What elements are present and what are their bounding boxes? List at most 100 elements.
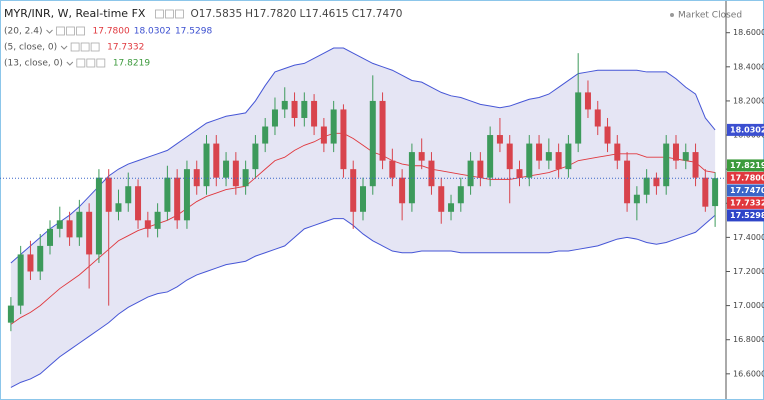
legend-text: MYR/INR, W, Real-time FX <box>4 7 146 20</box>
candle-body <box>408 152 415 204</box>
candle-body <box>213 143 220 178</box>
legend-text: (13, close, 0) <box>4 59 63 69</box>
candle-body <box>242 169 249 187</box>
legend-icon[interactable] <box>76 58 86 68</box>
candle-body <box>154 211 161 229</box>
legend-text: 17.5298 <box>175 27 212 37</box>
legend-icon[interactable] <box>96 58 106 68</box>
candle-body <box>330 109 337 144</box>
plot-area <box>0 47 726 388</box>
candle-body <box>252 143 259 170</box>
candle-body <box>144 220 151 229</box>
candle-body <box>223 160 230 178</box>
candle-body <box>526 143 533 178</box>
legend-text: 18.0302 <box>134 27 171 37</box>
candle-body <box>702 177 709 207</box>
candle-body <box>448 203 455 212</box>
candle-body <box>340 109 347 170</box>
price-badge-label: 17.7332 <box>730 198 764 207</box>
candle-body <box>66 220 73 238</box>
candle-body <box>418 152 425 161</box>
candle-body <box>76 211 83 238</box>
y-tick-label: 17.0000 <box>733 301 764 310</box>
candle-body <box>291 100 298 118</box>
y-tick-label: 18.2000 <box>733 96 764 105</box>
candle-body <box>311 100 318 127</box>
price-badge <box>727 209 764 222</box>
legend-text: 17.7332 <box>107 43 144 53</box>
candle-body <box>712 178 719 207</box>
legend-icon[interactable] <box>155 9 164 19</box>
candle-body <box>183 169 190 221</box>
candle-body <box>369 100 376 187</box>
candle-body <box>594 109 601 127</box>
candle-body <box>105 177 112 212</box>
candle-body <box>457 186 464 204</box>
candle-body <box>516 169 523 178</box>
candle-body <box>653 177 660 187</box>
price-badge-label: 18.0302 <box>730 125 764 134</box>
legend-text: O17.5835 <box>190 8 242 20</box>
legend-icon[interactable] <box>80 42 90 52</box>
candle-body <box>271 109 278 127</box>
y-tick-label: 18.4000 <box>733 62 764 71</box>
legend-icon[interactable] <box>56 26 65 36</box>
legend-icon[interactable] <box>175 9 184 19</box>
basis-line <box>10 132 716 325</box>
candle-body <box>115 203 122 212</box>
candle-body <box>95 177 102 255</box>
legend-icon[interactable] <box>86 58 96 68</box>
price-badge-label: 17.7800 <box>730 173 764 182</box>
candle-body <box>125 186 132 204</box>
candle-body <box>477 160 484 178</box>
price-badge <box>727 184 764 197</box>
candle-body <box>536 143 543 161</box>
legend-text: L17.4615 <box>299 8 348 20</box>
legend-icon[interactable] <box>90 42 100 52</box>
legend-icon[interactable] <box>76 26 85 36</box>
candle-body <box>496 135 503 144</box>
price-badge <box>727 171 764 184</box>
price-badge-label: 17.7470 <box>730 186 764 195</box>
dropdown-arrow[interactable] <box>60 45 68 50</box>
price-badge-label: 17.5298 <box>730 211 764 220</box>
candle-body <box>86 211 93 255</box>
candle-body <box>281 100 288 110</box>
legend-text: H17.7820 <box>245 8 296 20</box>
price-badge <box>727 159 764 172</box>
legend-text: 17.7800 <box>93 27 130 37</box>
candle-body <box>692 152 699 178</box>
candle-body <box>232 160 239 187</box>
candle-body <box>584 92 591 110</box>
legend-icon[interactable] <box>165 9 174 19</box>
candle-body <box>360 186 366 212</box>
candle-body <box>614 143 621 161</box>
y-tick-label: 18.6000 <box>733 28 764 37</box>
dropdown-arrow[interactable] <box>66 61 74 66</box>
candle-body <box>555 152 562 170</box>
candle-body <box>350 169 357 212</box>
status-dot <box>670 13 674 17</box>
candle-body <box>663 143 670 187</box>
candle-body <box>633 194 640 204</box>
dropdown-arrow[interactable] <box>46 29 53 34</box>
market-status: Market Closed <box>678 11 742 21</box>
legend-icon[interactable] <box>66 26 75 36</box>
candle-body <box>164 177 171 212</box>
candle-body <box>643 177 650 195</box>
legend-header: MYR/INR, W, Real-time FX O17.5835 H17.7820… <box>4 7 403 69</box>
candle-body <box>565 143 572 170</box>
candle-body <box>399 177 406 204</box>
candle-body <box>320 126 327 144</box>
candle-body <box>575 92 582 144</box>
y-tick-label: 16.6000 <box>733 369 764 378</box>
legend-text: (5, close, 0) <box>4 43 57 53</box>
price-badge <box>727 123 764 136</box>
y-tick-label: 17.4000 <box>733 233 764 242</box>
candle-body <box>604 126 611 144</box>
candle-body <box>17 254 24 306</box>
legend-icon[interactable] <box>70 42 80 52</box>
candle-body <box>682 152 689 161</box>
candle-body <box>438 186 445 212</box>
